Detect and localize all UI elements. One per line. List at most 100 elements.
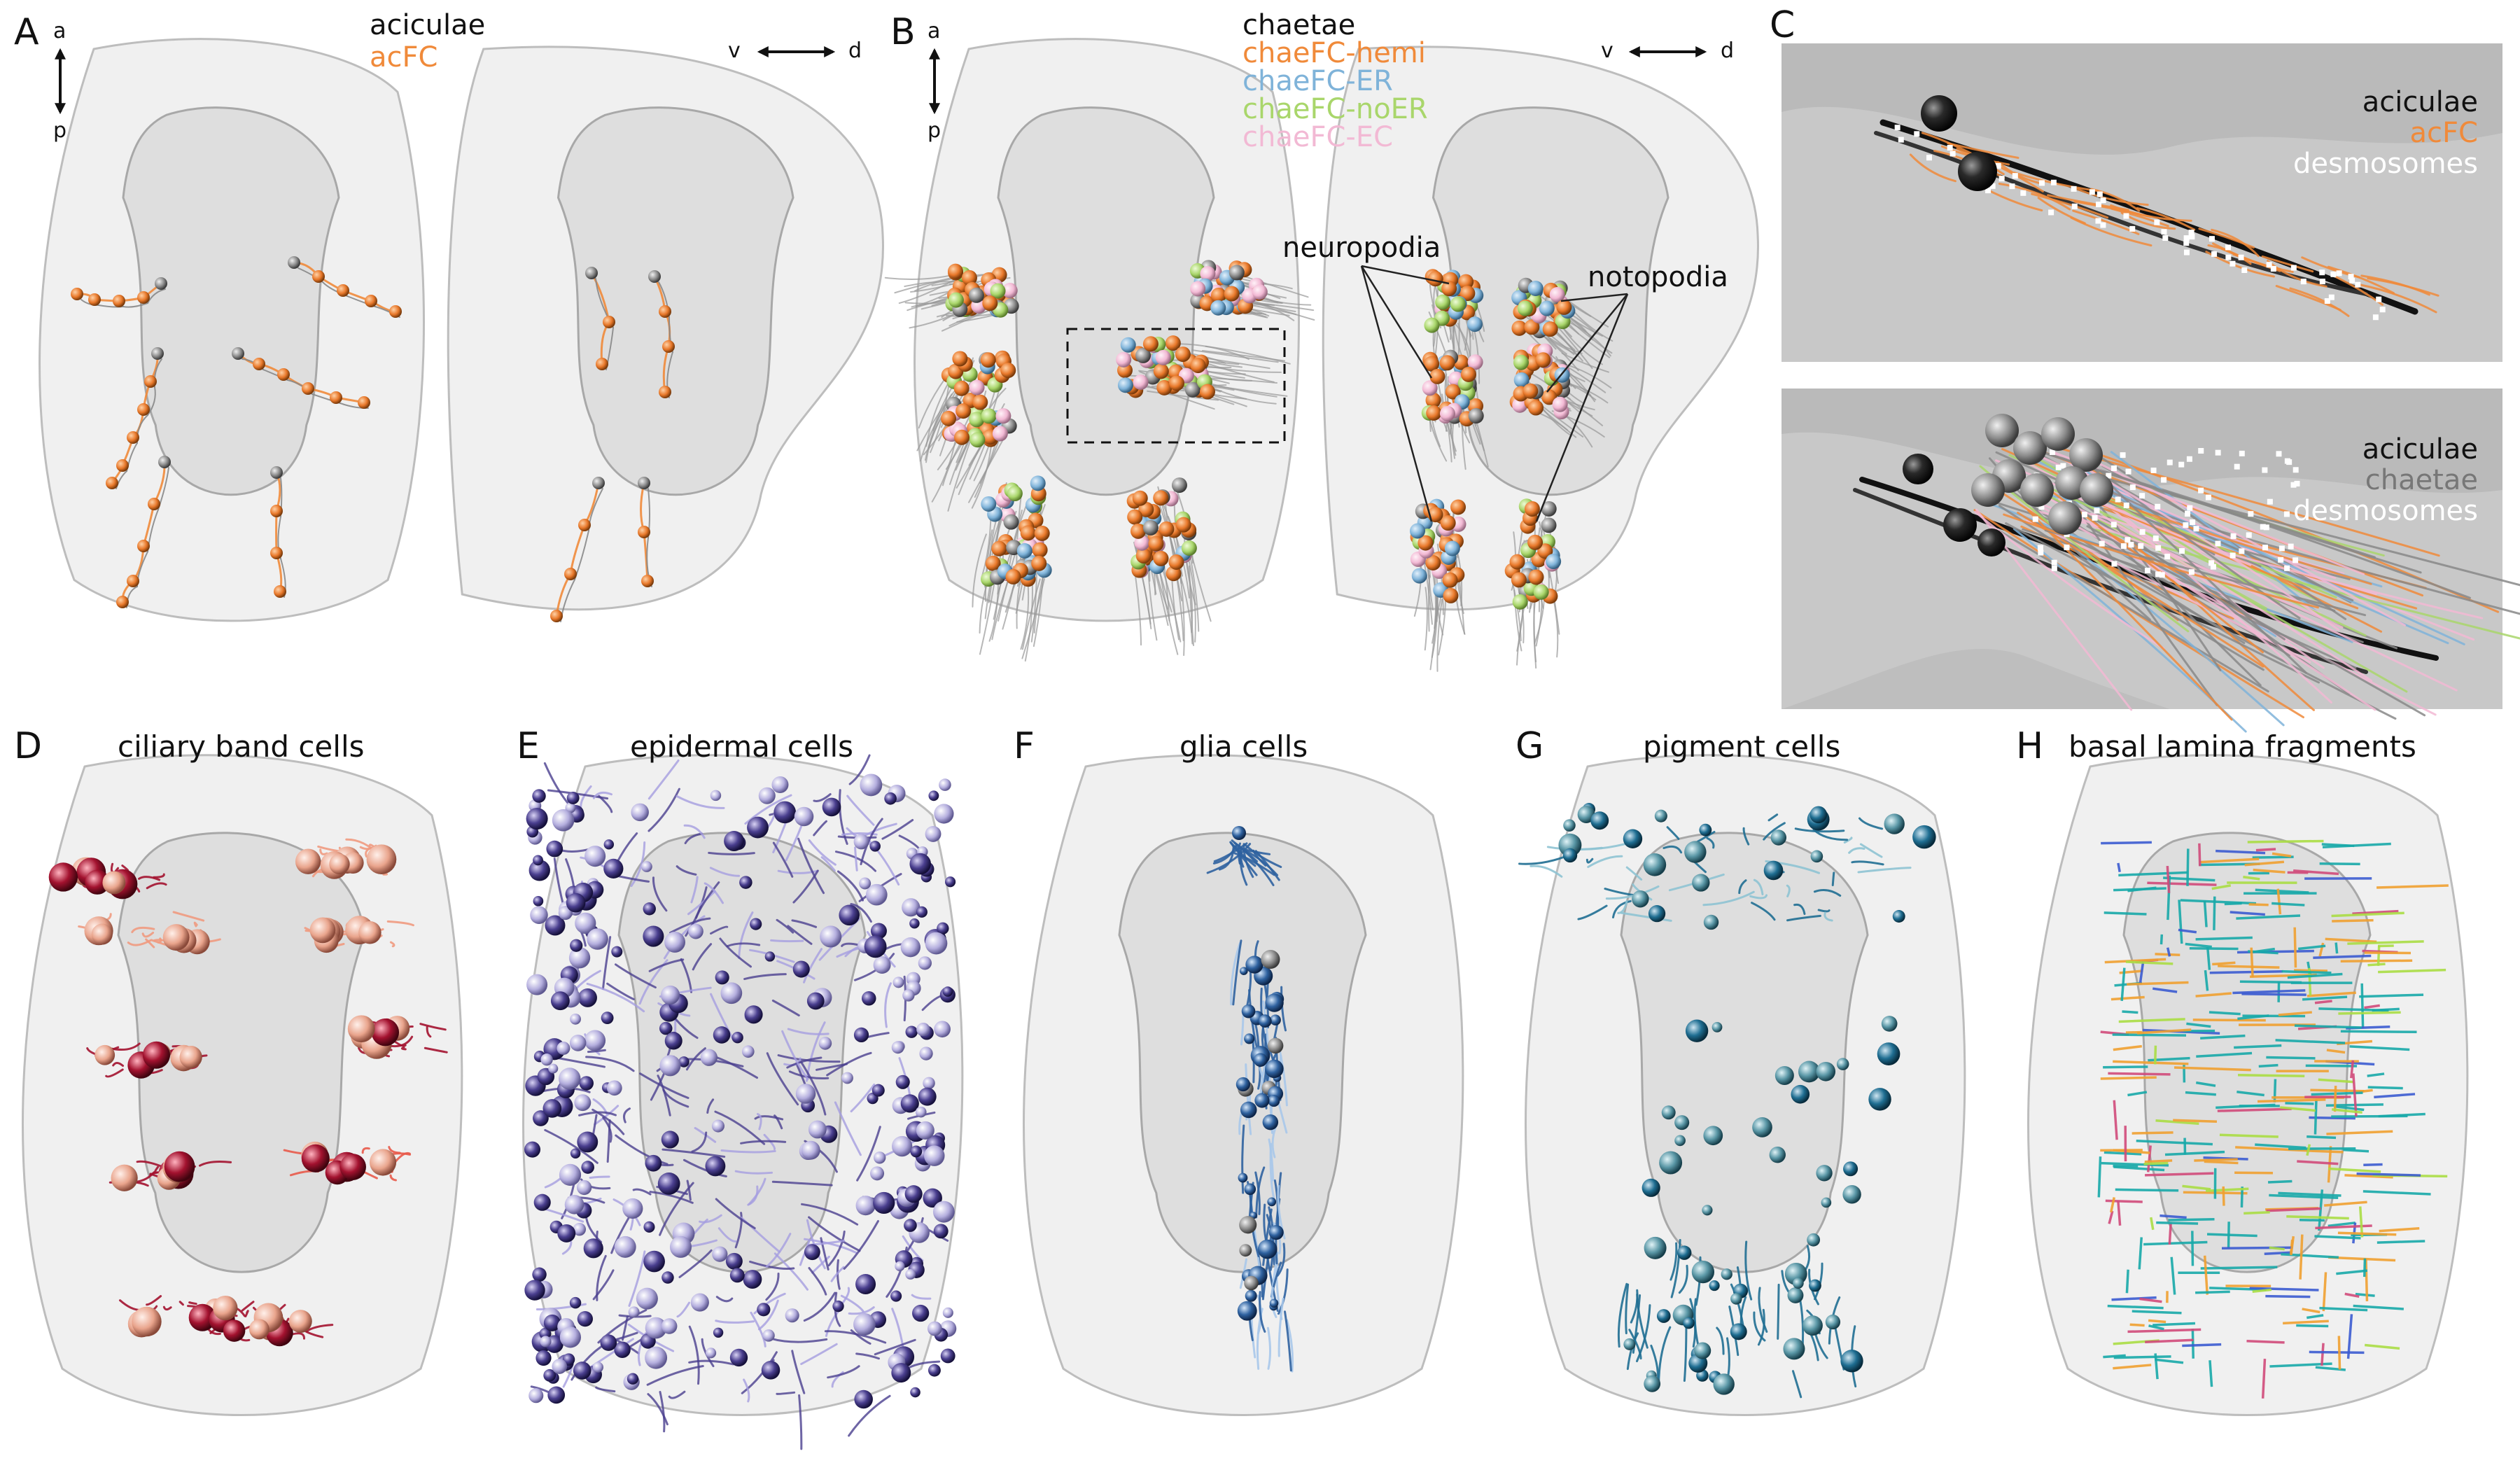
c-bot-desmosome — [2155, 503, 2161, 510]
c-bot-desmosome — [2239, 450, 2245, 456]
epidermal-process — [791, 1350, 806, 1394]
cluster-b-5-cell — [1031, 555, 1047, 571]
glia-process — [1230, 941, 1241, 1006]
c-bot-desmosome — [2166, 459, 2173, 465]
c-top-desmosome — [2162, 235, 2169, 241]
pigment-lower-process — [1683, 1322, 1688, 1382]
epidermal-process — [848, 1394, 891, 1437]
c-bot-chaeta — [2085, 467, 2340, 631]
pigment-lower-process — [1658, 1326, 1672, 1387]
cluster-b-10-cell — [1513, 372, 1530, 388]
lamina-fragment — [2129, 1323, 2145, 1327]
c-top-desmosome — [2330, 271, 2337, 277]
epidermal-process — [774, 1252, 808, 1291]
epidermal-cell — [536, 1350, 552, 1366]
epidermal-process — [776, 918, 794, 934]
ciliary-band-8-cell — [340, 1154, 366, 1180]
lamina-fragment — [2363, 1163, 2383, 1167]
epidermal-cell — [904, 1219, 917, 1232]
acfc-chain-0-soma — [113, 295, 125, 307]
c-top-desmosome — [2071, 203, 2078, 209]
c-top-desmosome — [2183, 240, 2190, 246]
epidermal-process — [720, 1149, 776, 1154]
acfc-chain-2-soma — [127, 431, 139, 444]
epidermal-cell — [569, 1296, 582, 1309]
lamina-fragment — [2269, 1246, 2285, 1251]
lamina-fragment — [2326, 1130, 2393, 1135]
epidermal-cell — [792, 960, 810, 978]
axis-label-b-v: v — [1601, 38, 1614, 63]
lamina-fragment — [2367, 1086, 2403, 1090]
c-bot-chaeta-cell — [2013, 431, 2047, 465]
c-bot-desmosome — [2051, 565, 2057, 571]
epidermal-process — [834, 850, 877, 872]
epidermal-cell — [581, 1161, 594, 1174]
epidermal-cell — [873, 1152, 886, 1164]
lamina-fragment — [2182, 1184, 2211, 1191]
cluster-b-8-cell — [1556, 299, 1572, 315]
ciliary-band-3-process — [193, 921, 198, 927]
epidermal-cell — [934, 1021, 951, 1038]
pigment-cell — [1721, 1268, 1732, 1280]
lamina-fragment — [2125, 1269, 2129, 1294]
lamina-fragment — [2264, 1251, 2292, 1255]
cluster-b-9-cell — [1426, 405, 1442, 421]
lamina-fragment — [2155, 953, 2180, 956]
epidermal-cell — [854, 1390, 873, 1409]
epidermal-cell — [785, 1308, 799, 1323]
epidermal-process — [694, 1127, 717, 1143]
cluster-b-6-cell — [1158, 521, 1175, 537]
epidermal-cell — [600, 1334, 617, 1351]
cluster-b-6-chaeta — [1189, 552, 1200, 632]
ciliary-band-2-process — [345, 838, 373, 850]
epidermal-process — [911, 1294, 932, 1300]
ciliary-band-8-cell — [369, 1149, 397, 1176]
cluster-b-4-cell — [1184, 382, 1200, 398]
c-top-acfc — [2211, 228, 2260, 258]
cluster-b-5-cell — [1003, 514, 1019, 530]
ciliary-band-10-process — [241, 1301, 255, 1312]
cluster-b-7-cell — [1441, 281, 1457, 297]
lamina-fragment — [2314, 1000, 2332, 1004]
lamina-fragment — [2378, 968, 2446, 974]
epidermal-cell — [864, 935, 887, 958]
ciliary-band-10-cell — [288, 1310, 312, 1334]
glia-process — [1280, 986, 1287, 1032]
epidermal-process — [848, 1306, 875, 1315]
pigment-process — [1738, 879, 1747, 895]
epidermal-cell — [928, 790, 939, 802]
epidermal-cell — [570, 1013, 581, 1025]
epidermal-process — [595, 1386, 616, 1393]
c-top-desmosome — [2349, 277, 2356, 284]
pigment-cell — [1632, 890, 1649, 908]
cluster-b-9-cell — [1439, 355, 1455, 371]
epidermal-cell — [640, 861, 652, 872]
epidermal-cell — [532, 789, 546, 803]
c-top-acfc — [2071, 186, 2149, 206]
epidermal-process — [683, 824, 706, 839]
acfc-chain-2-soma — [137, 403, 150, 416]
epidermal-process — [834, 1292, 841, 1327]
lamina-fragment — [2343, 1148, 2370, 1153]
epidermal-cell — [678, 1056, 690, 1068]
c-bot-desmosome — [2155, 571, 2162, 578]
pigment-lower-process — [1617, 1282, 1628, 1348]
cluster-b-3-cell — [995, 408, 1011, 424]
pigment-cell — [1674, 1135, 1686, 1147]
acfc-chain-3-soma — [330, 391, 342, 404]
lamina-fragment — [2104, 958, 2166, 964]
lamina-fragment — [2352, 1073, 2358, 1117]
epidermal-cell — [614, 1236, 636, 1258]
cluster-b-6-cell — [1148, 536, 1164, 552]
lamina-fragment — [2213, 896, 2216, 930]
cluster-b-5-chaeta — [972, 533, 987, 608]
lamina-fragment — [2356, 1172, 2421, 1177]
lamina-fragment — [2297, 1160, 2339, 1166]
c-bot-desmosome — [2215, 540, 2221, 547]
lamina-fragment — [2182, 1343, 2222, 1348]
epidermal-cell — [902, 898, 920, 917]
epidermal-process — [715, 1296, 734, 1303]
epidermal-cell — [592, 1362, 604, 1373]
epidermal-cell — [925, 825, 941, 842]
c-bot-desmosome — [2139, 493, 2146, 499]
